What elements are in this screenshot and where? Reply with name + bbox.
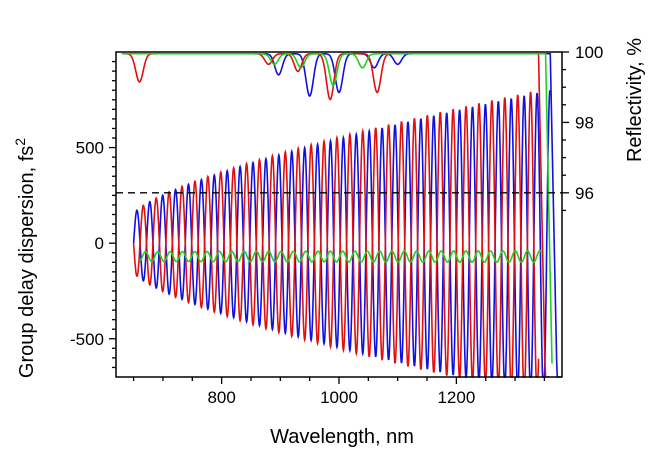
ticks-layer: 800 1000 1200 -500 0 500 96 98 100 <box>70 43 603 407</box>
y-left-tick-label-0: 0 <box>95 234 104 253</box>
y-right-tick-label-100: 100 <box>575 43 603 62</box>
y-left-axis-label-superscript: 2 <box>12 138 28 146</box>
gdd-curve-1 <box>132 90 552 379</box>
y-left-tick-label-500: 500 <box>76 139 104 158</box>
y-left-tick-label--500: -500 <box>70 330 104 349</box>
x-axis-label: Wavelength, nm <box>270 426 414 448</box>
series-layer <box>121 52 561 379</box>
y-right-tick-label-96: 96 <box>575 184 594 203</box>
x-tick-label-800: 800 <box>207 388 235 407</box>
x-tick-label-1000: 1000 <box>320 388 358 407</box>
gdd-curve-2 <box>132 91 540 378</box>
y-right-tick-label-98: 98 <box>575 113 594 132</box>
gdd-curve-3 <box>139 250 543 264</box>
y-left-axis-label-text: Group delay dispersion, fs <box>16 146 38 378</box>
reflectivity-curve-3 <box>121 52 553 364</box>
y-right-axis-label: Reflectivity, % <box>624 38 646 162</box>
y-left-axis-label: Group delay dispersion, fs2 <box>12 138 38 378</box>
x-tick-label-1200: 1200 <box>437 388 475 407</box>
